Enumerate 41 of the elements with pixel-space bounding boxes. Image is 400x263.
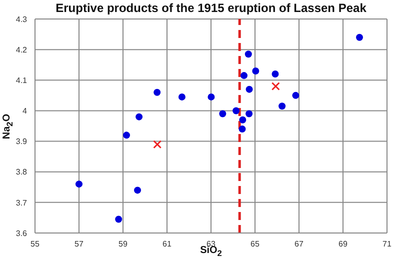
- x-tick-label: 67: [294, 240, 304, 249]
- point: [178, 93, 186, 100]
- y-tick-label: 3.9: [16, 137, 28, 146]
- point: [292, 92, 300, 99]
- y-tick-label: 4: [22, 106, 28, 116]
- x-tick-label: 55: [30, 240, 40, 249]
- point: [272, 70, 279, 78]
- point: [123, 132, 130, 139]
- point: [134, 186, 142, 194]
- point: [252, 67, 260, 74]
- x-tick-label: 65: [250, 240, 260, 249]
- point: [115, 216, 122, 223]
- point: [356, 34, 363, 41]
- y-tick-label: 4.1: [16, 76, 28, 85]
- x-tick-label: 61: [162, 240, 172, 249]
- point: [239, 116, 246, 124]
- x-tick-label: 57: [74, 240, 84, 249]
- point: [136, 113, 143, 120]
- point: [232, 107, 240, 114]
- point: [154, 88, 161, 96]
- point: [271, 82, 280, 91]
- y-tick-label: 3.6: [16, 228, 28, 238]
- x-tick-label: 69: [338, 240, 348, 249]
- point: [278, 102, 286, 110]
- point: [208, 93, 215, 100]
- x-tick-label: 59: [118, 240, 128, 249]
- x-axis-title: SiO$_{2}$: [200, 245, 222, 258]
- chart-title: Eruptive products of the 1915 eruption of Lassen Peak: [54, 1, 368, 15]
- point: [240, 72, 248, 80]
- point: [244, 50, 252, 58]
- point: [76, 180, 82, 188]
- y-tick-label: 4.2: [16, 45, 28, 54]
- y-tick-label: 3.7: [16, 198, 28, 208]
- point: [246, 110, 253, 118]
- y-tick-label: 3.8: [16, 168, 28, 177]
- point: [219, 110, 226, 118]
- x-tick-label: 71: [382, 240, 392, 249]
- y-tick-label: 4.3: [16, 14, 28, 24]
- point: [238, 126, 246, 133]
- point: [153, 140, 162, 149]
- point: [246, 86, 253, 93]
